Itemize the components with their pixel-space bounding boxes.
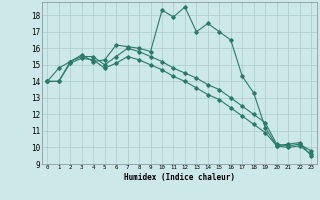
X-axis label: Humidex (Indice chaleur): Humidex (Indice chaleur)	[124, 173, 235, 182]
